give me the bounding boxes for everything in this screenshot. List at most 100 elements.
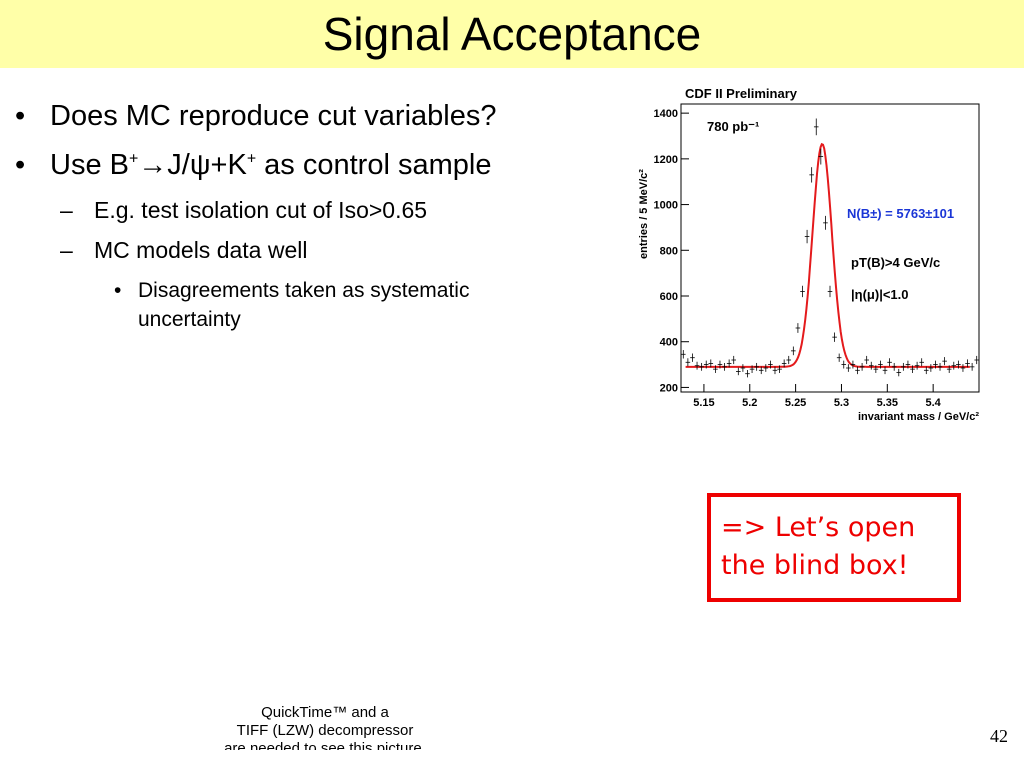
- sub-sub-bullet-item: • Disagreements taken as systematic unce…: [10, 276, 568, 334]
- y-tick-label: 800: [660, 245, 678, 257]
- data-point: [914, 361, 920, 370]
- callout-line: the blind box!: [721, 550, 909, 581]
- fit-curve: [685, 142, 970, 368]
- data-point: [855, 366, 860, 375]
- x-tick-label: 5.25: [785, 397, 806, 409]
- eta-cut-label: |η(μ)|<1.0: [851, 287, 909, 302]
- data-point: [937, 362, 943, 371]
- bullet-dot-icon: •: [15, 100, 26, 132]
- bullet-item: • Use B+→J/ψ+K+ as control sample: [10, 147, 610, 183]
- data-point: [708, 359, 714, 368]
- data-point: [745, 370, 750, 378]
- data-point: [731, 355, 737, 365]
- plot-frame: [680, 103, 980, 393]
- data-point: [965, 359, 970, 368]
- data-point: [878, 360, 883, 369]
- y-tick-label: 200: [660, 382, 678, 394]
- data-point: [974, 355, 980, 365]
- data-point: [946, 365, 952, 373]
- data-point: [768, 360, 773, 369]
- dash-icon: –: [60, 197, 73, 223]
- data-point: [749, 365, 755, 373]
- data-point: [827, 285, 833, 298]
- data-point: [823, 215, 828, 230]
- data-point: [836, 353, 842, 362]
- y-tick-label: 1000: [654, 200, 678, 212]
- data-point: [960, 364, 966, 372]
- data-point: [905, 360, 911, 369]
- callout-line: => Let’s open: [721, 512, 916, 543]
- data-point: [928, 364, 934, 372]
- data-point: [919, 358, 924, 367]
- sub-bullet-item: – MC models data well: [10, 236, 610, 264]
- data-point: [882, 366, 888, 375]
- data-point: [864, 355, 869, 365]
- data-point: [891, 362, 897, 371]
- data-point: [781, 359, 787, 368]
- data-point: [777, 365, 782, 373]
- data-point: [896, 368, 902, 377]
- pt-cut-label: pT(B)>4 GeV/c: [851, 255, 940, 270]
- blind-box-callout: => Let’s open the blind box!: [707, 493, 961, 602]
- data-point: [791, 346, 796, 356]
- data-point: [956, 360, 961, 369]
- data-point: [813, 118, 819, 136]
- data-point: [717, 360, 723, 369]
- data-point: [800, 285, 805, 298]
- x-axis-label: invariant mass / GeV/c²: [858, 411, 979, 423]
- data-point: [754, 362, 759, 371]
- image-placeholder-text: QuickTime™ and a TIFF (LZW) decompressor…: [205, 704, 445, 750]
- data-point: [726, 359, 732, 368]
- x-tick-label: 5.15: [693, 397, 714, 409]
- lumi-label: 780 pb⁻¹: [707, 119, 759, 134]
- placeholder-line: TIFF (LZW) decompressor: [236, 722, 414, 739]
- mass-histogram-chart: CDF II Preliminary 5.15 5.2 5.25 5.3 5.35 5.4…: [638, 86, 980, 423]
- data-point: [722, 362, 727, 371]
- dash-icon: –: [60, 237, 73, 263]
- data-point: [887, 358, 892, 367]
- yield-label: N(B±) = 5763±101: [847, 206, 954, 221]
- data-point: [969, 362, 975, 371]
- data-point: [694, 361, 700, 370]
- x-tick-label: 5.2: [742, 397, 757, 409]
- data-point: [901, 362, 906, 371]
- data-point: [910, 365, 915, 373]
- data-point: [951, 361, 957, 370]
- data-point: [736, 367, 741, 376]
- y-tick-label: 600: [660, 291, 678, 303]
- data-point: [690, 353, 695, 362]
- data-point: [942, 357, 947, 366]
- data-point: [818, 148, 824, 165]
- bullet-text: Does MC reproduce cut variables?: [50, 100, 497, 132]
- data-point: [786, 355, 792, 365]
- data-point: [841, 360, 847, 369]
- data-point: [740, 364, 746, 372]
- data-point: [832, 332, 837, 342]
- x-tick-label: 5.3: [834, 397, 849, 409]
- slide-title: Signal Acceptance: [322, 8, 702, 60]
- data-point: [699, 362, 704, 371]
- data-point: [685, 358, 691, 367]
- data-point: [713, 365, 718, 373]
- x-tick-label: 5.35: [877, 397, 898, 409]
- bullet-dot-icon: •: [114, 279, 122, 302]
- title-bar: Signal Acceptance: [0, 0, 1024, 68]
- bullet-text: Use B+→J/ψ+K+ as control sample: [50, 149, 492, 181]
- data-point: [758, 366, 764, 375]
- sub-bullet-item: – E.g. test isolation cut of Iso>0.65: [10, 196, 610, 224]
- data-point: [923, 366, 929, 375]
- sub-bullet-text: E.g. test isolation cut of Iso>0.65: [94, 197, 428, 223]
- placeholder-line: are needed to see this picture.: [224, 740, 426, 750]
- data-point: [868, 361, 874, 370]
- placeholder-line: QuickTime™ and a: [261, 704, 389, 721]
- bullet-list: • Does MC reproduce cut variables? • Use…: [10, 98, 610, 334]
- bullet-item: • Does MC reproduce cut variables?: [10, 98, 610, 134]
- data-point: [809, 167, 814, 183]
- data-point: [846, 364, 851, 372]
- data-point: [850, 360, 856, 369]
- data-point: [795, 323, 801, 333]
- y-tick-label: 1400: [654, 108, 678, 120]
- sub-bullet-text: MC models data well: [94, 237, 308, 263]
- y-axis-label: entries / 5 MeV/c²: [638, 169, 650, 259]
- y-tick-label: 400: [660, 337, 678, 349]
